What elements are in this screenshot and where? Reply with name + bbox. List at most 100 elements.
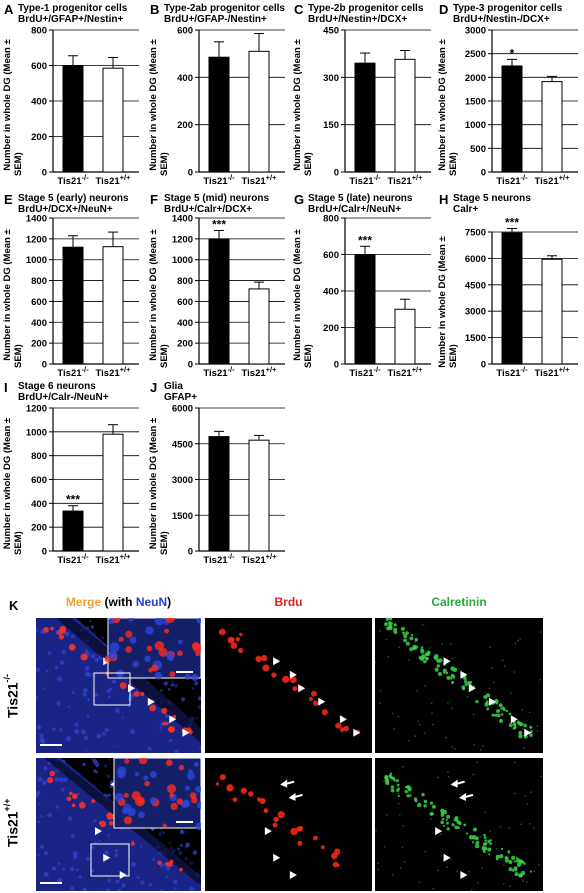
bar-tis21-ko bbox=[208, 56, 230, 173]
column-header-brdu: Brdu bbox=[274, 595, 303, 609]
row-label-sup: +/+ bbox=[2, 798, 12, 812]
y-tick-label: 150 bbox=[323, 120, 339, 131]
bar-tis21-ko bbox=[354, 62, 376, 173]
panel-title-line: Glia bbox=[164, 381, 183, 392]
y-axis-label-line2: SEM) bbox=[13, 531, 24, 555]
bar-tis21-wt bbox=[394, 308, 416, 365]
y-tick-label: 0 bbox=[481, 168, 486, 179]
y-tick-label: 2500 bbox=[465, 49, 486, 60]
panel-title-line: Stage 5 (mid) neurons bbox=[164, 193, 269, 204]
y-tick-label: 1500 bbox=[172, 511, 193, 522]
paren-close: ) bbox=[167, 595, 172, 609]
y-tick-label: 0 bbox=[42, 547, 47, 558]
y-tick-label: 1500 bbox=[465, 333, 486, 344]
y-axis-label-line2: SEM) bbox=[303, 344, 314, 368]
y-tick-label: 450 bbox=[323, 26, 339, 37]
y-tick-label: 1000 bbox=[465, 120, 486, 131]
image-merge-wt bbox=[36, 758, 201, 891]
bar-tis21-ko bbox=[208, 238, 230, 365]
bar-tis21-wt bbox=[541, 81, 563, 173]
y-tick-label: 0 bbox=[188, 547, 193, 558]
y-tick-label: 1000 bbox=[26, 255, 47, 266]
image-brdu-wt bbox=[205, 758, 372, 891]
y-tick-label: 800 bbox=[323, 214, 339, 225]
y-tick-label: 200 bbox=[177, 120, 193, 131]
x-category-label: Tis21+/+ bbox=[96, 173, 132, 187]
bar-tis21-wt bbox=[102, 246, 124, 365]
y-tick-label: 1000 bbox=[26, 427, 47, 438]
image-brdu-ko bbox=[205, 618, 372, 753]
image-merge-ko bbox=[36, 618, 201, 753]
row-label-sup: -/- bbox=[2, 673, 12, 683]
y-tick-label: 1500 bbox=[465, 97, 486, 108]
panel-title-line: Stage 5 (late) neurons bbox=[308, 193, 413, 204]
x-category-label: Tis21-/- bbox=[496, 365, 528, 379]
chart-panel-d: D Type-3 progenitor cellsBrdU+/Nestin-/DC… bbox=[437, 2, 578, 187]
chart-panel-c: C Type-2b progenitor cellsBrdU+/Nestin+/D… bbox=[292, 2, 431, 187]
merge-word: Merge bbox=[65, 595, 102, 609]
panel-letter: B bbox=[150, 2, 159, 17]
y-axis-label-line2: SEM) bbox=[448, 344, 459, 368]
y-tick-label: 800 bbox=[31, 26, 47, 37]
y-tick-label: 400 bbox=[323, 287, 339, 298]
row-label-base: Tis21 bbox=[4, 811, 21, 848]
y-axis-label: Number in whole DG (Mean ± bbox=[292, 39, 303, 170]
bar-tis21-ko bbox=[62, 65, 84, 173]
y-tick-label: 400 bbox=[31, 318, 47, 329]
x-category-label: Tis21-/- bbox=[349, 365, 381, 379]
x-category-label: Tis21-/- bbox=[57, 552, 89, 566]
panel-title-line: GFAP+ bbox=[164, 392, 197, 403]
y-tick-label: 0 bbox=[188, 360, 193, 371]
panel-letter: C bbox=[294, 2, 304, 17]
panel-letter: J bbox=[150, 380, 157, 395]
y-tick-label: 1200 bbox=[26, 404, 47, 415]
y-axis-label-line2: SEM) bbox=[159, 152, 170, 176]
y-tick-label: 400 bbox=[177, 73, 193, 84]
panel-title-line: BrdU+/Nestin-/DCX+ bbox=[453, 14, 550, 25]
chart-panel-b: B Type-2ab progenitor cellsBrdU+/GFAP-/Ne… bbox=[148, 2, 285, 187]
y-tick-label: 0 bbox=[188, 168, 193, 179]
y-axis-label: Number in whole DG (Mean ± bbox=[2, 39, 13, 170]
x-category-label: Tis21+/+ bbox=[242, 365, 278, 379]
y-axis-label-line2: SEM) bbox=[303, 152, 314, 176]
y-tick-label: 1000 bbox=[172, 255, 193, 266]
panel-title-line: BrdU+/Calr+/DCX+ bbox=[164, 204, 252, 215]
y-axis-label: Number in whole DG (Mean ± bbox=[2, 418, 13, 549]
y-tick-label: 7500 bbox=[465, 228, 486, 239]
panel-letter: D bbox=[439, 2, 448, 17]
y-tick-label: 1200 bbox=[172, 234, 193, 245]
panel-title-line: Stage 5 neurons bbox=[453, 193, 531, 204]
panel-title-line: Calr+ bbox=[453, 204, 478, 215]
bar-tis21-ko bbox=[501, 232, 523, 365]
significance-mark: *** bbox=[66, 493, 80, 507]
y-tick-label: 3000 bbox=[465, 26, 486, 37]
panel-title-line: Type-1 progenitor cells bbox=[18, 3, 128, 14]
panel-title-line: Type-2b progenitor cells bbox=[308, 3, 424, 14]
significance-mark: *** bbox=[212, 218, 226, 232]
with-word: (with bbox=[101, 595, 136, 609]
y-tick-label: 200 bbox=[323, 323, 339, 334]
panel-title-line: BrdU+/GFAP-/Nestin+ bbox=[164, 14, 267, 25]
x-category-label: Tis21+/+ bbox=[388, 173, 424, 187]
panel-letter-k: K bbox=[9, 598, 19, 613]
x-category-label: Tis21-/- bbox=[57, 365, 89, 379]
y-tick-label: 4500 bbox=[465, 280, 486, 291]
panel-title-line: Stage 6 neurons bbox=[18, 381, 96, 392]
y-axis-label-line2: SEM) bbox=[159, 531, 170, 555]
y-axis-label: Number in whole DG (Mean ± bbox=[148, 39, 159, 170]
panel-letter: H bbox=[439, 192, 448, 207]
y-axis-label: Number in whole DG (Mean ± bbox=[148, 229, 159, 360]
y-tick-label: 400 bbox=[31, 499, 47, 510]
panel-title-line: BrdU+/Calr-/NeuN+ bbox=[18, 392, 109, 403]
y-tick-label: 1400 bbox=[26, 214, 47, 225]
x-category-label: Tis21+/+ bbox=[535, 173, 571, 187]
bar-tis21-wt bbox=[248, 288, 270, 365]
y-tick-label: 600 bbox=[31, 297, 47, 308]
bar-tis21-ko bbox=[501, 65, 523, 173]
y-tick-label: 500 bbox=[470, 144, 486, 155]
chart-panel-e: E Stage 5 (early) neuronsBrdU+/DCX+/NeuN+… bbox=[2, 192, 139, 379]
x-category-label: Tis21-/- bbox=[203, 365, 235, 379]
